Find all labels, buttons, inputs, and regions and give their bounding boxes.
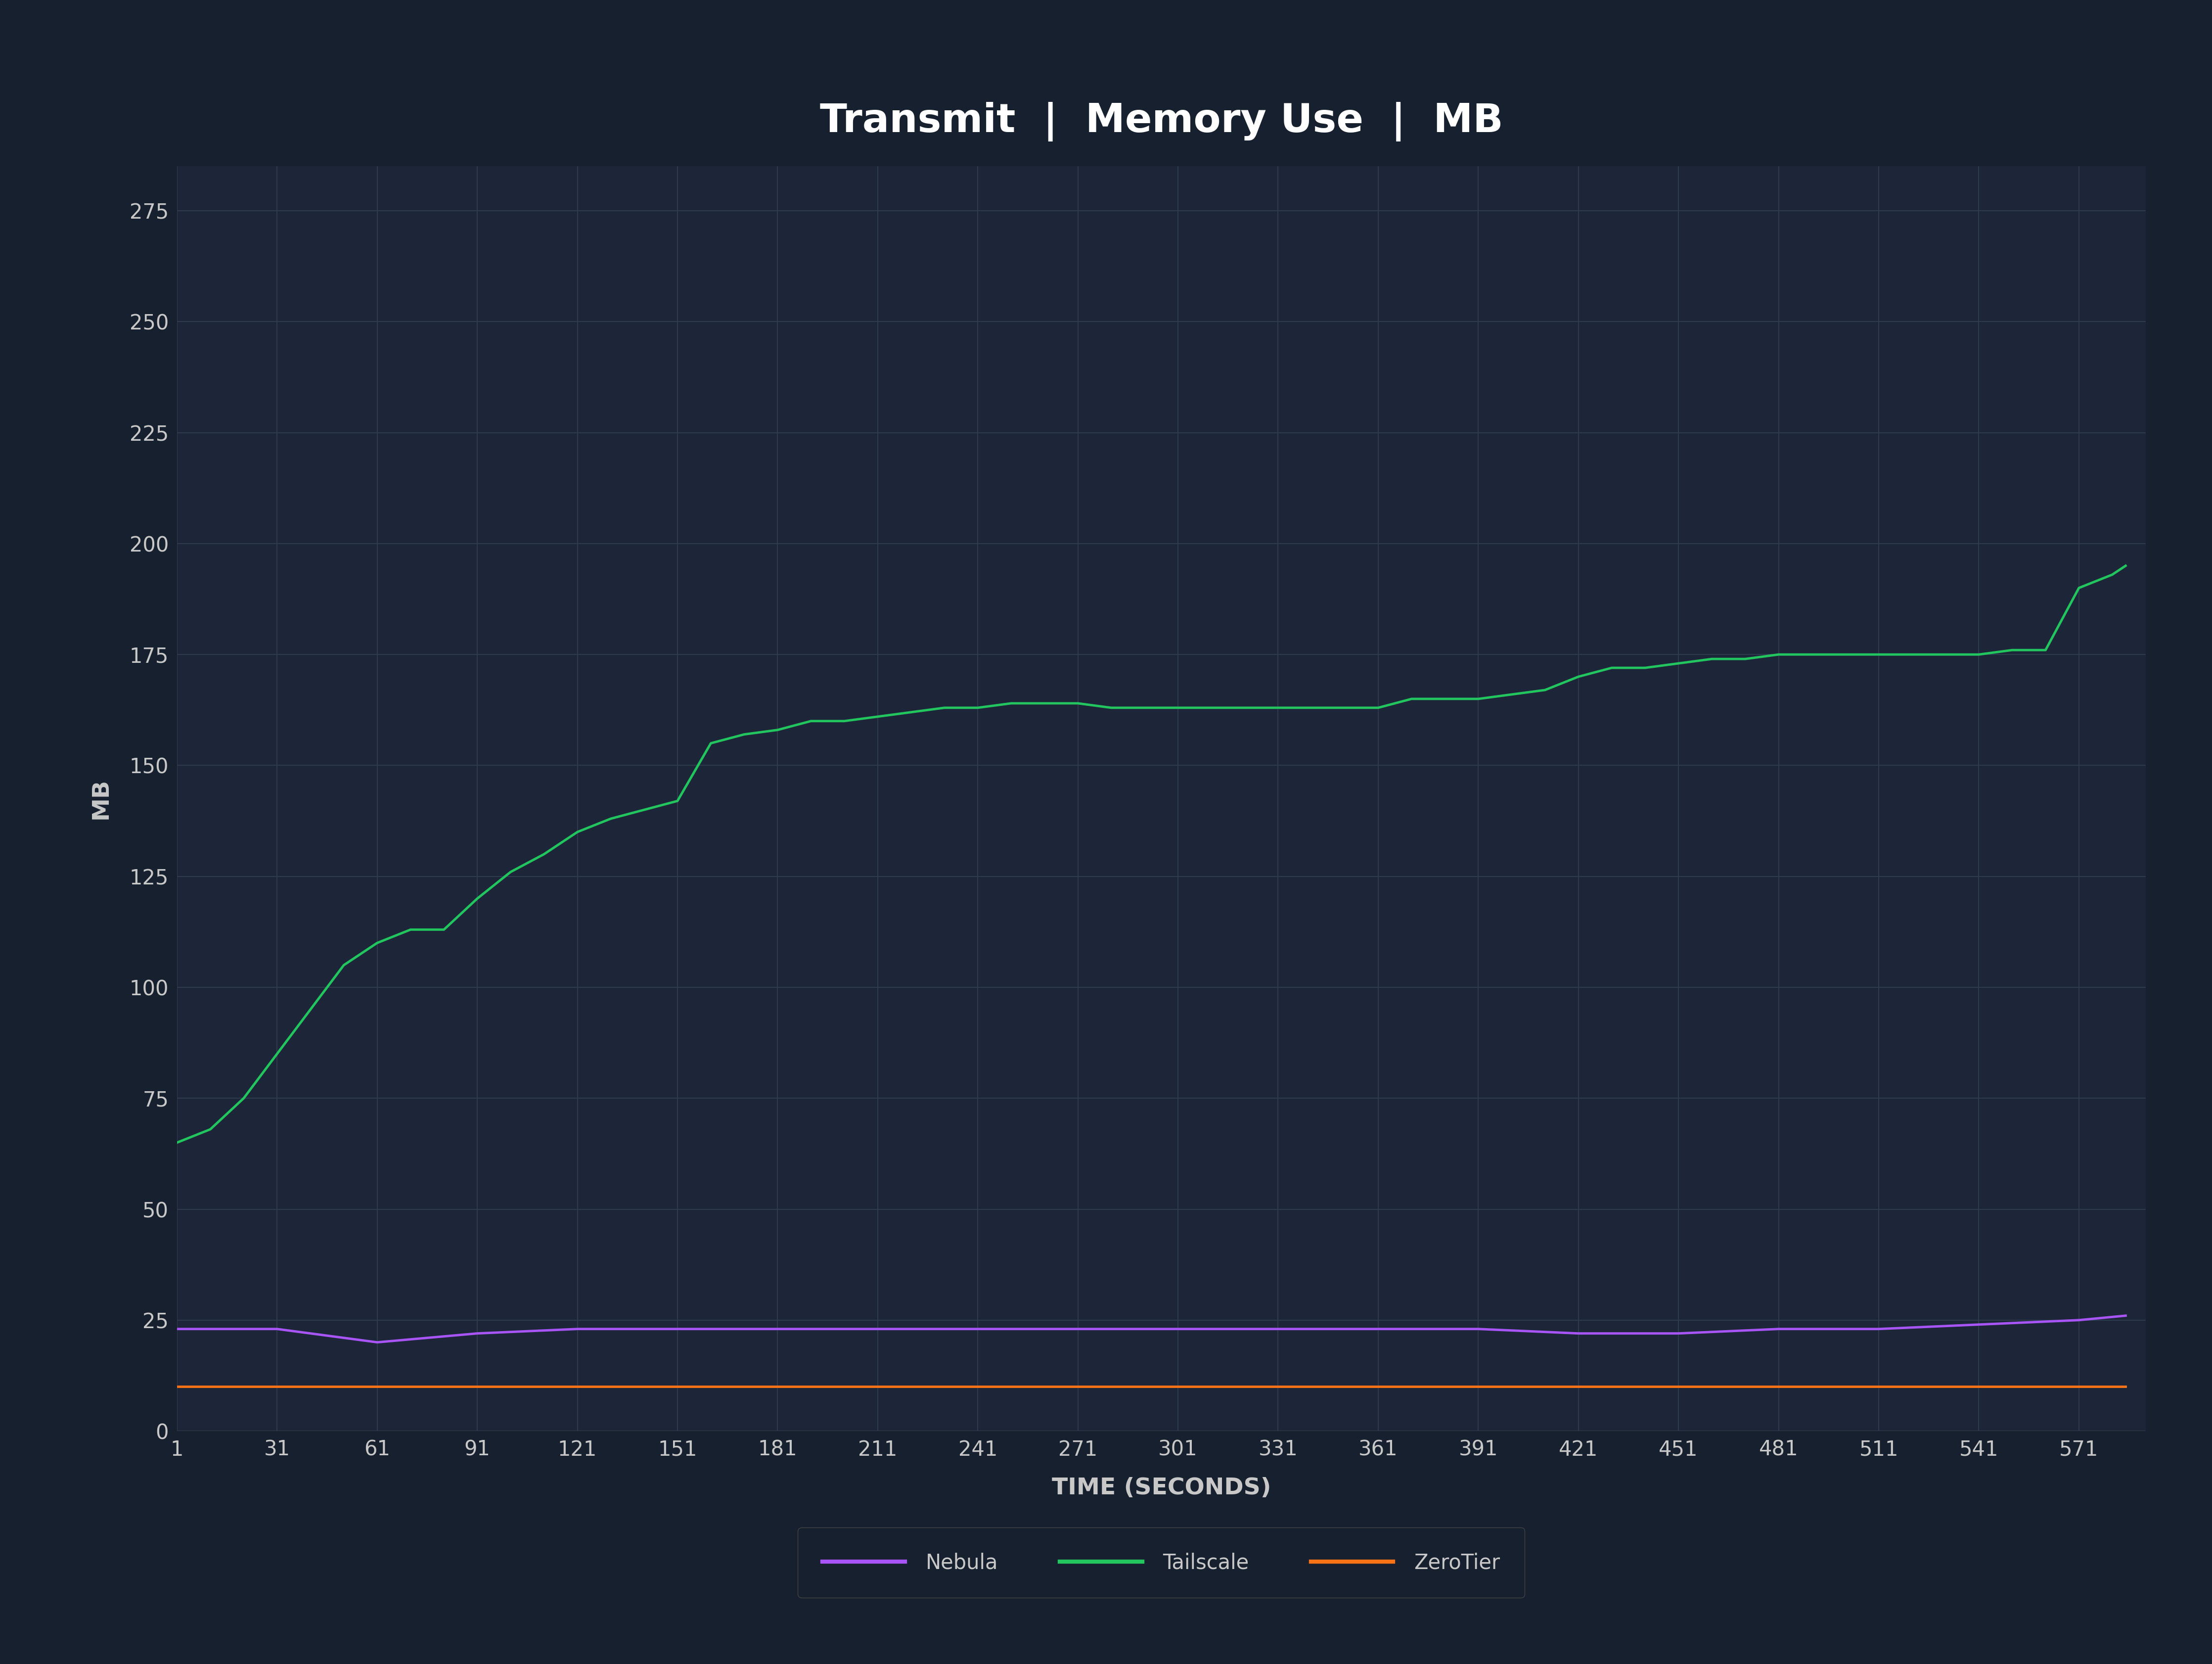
Tailscale [832,711,858,730]
X-axis label: TIME (SECONDS): TIME (SECONDS) [1051,1478,1272,1499]
ZeroTier [1566,1376,1593,1396]
Nebula [765,1320,792,1340]
Nebula [1966,1315,1993,1335]
Nebula [1166,1320,1192,1340]
ZeroTier [1265,1376,1292,1396]
Tailscale [498,862,524,882]
Nebula [164,1320,190,1340]
Nebula [365,1333,392,1353]
Tailscale [664,790,690,810]
ZeroTier [564,1376,591,1396]
Line: Nebula: Nebula [177,1316,2126,1343]
ZeroTier [1166,1376,1192,1396]
Nebula [465,1323,491,1343]
ZeroTier [2112,1376,2139,1396]
ZeroTier [1765,1376,1792,1396]
ZeroTier [1865,1376,1891,1396]
Nebula [1566,1323,1593,1343]
Nebula [664,1320,690,1340]
ZeroTier [765,1376,792,1396]
ZeroTier [1365,1376,1391,1396]
Tailscale [1398,689,1425,709]
ZeroTier [365,1376,392,1396]
ZeroTier [1464,1376,1491,1396]
ZeroTier [1064,1376,1091,1396]
ZeroTier [865,1376,891,1396]
Tailscale [730,724,757,744]
Nebula [865,1320,891,1340]
Nebula [2112,1306,2139,1326]
Nebula [1265,1320,1292,1340]
ZeroTier [664,1376,690,1396]
Nebula [1365,1320,1391,1340]
Nebula [1865,1320,1891,1340]
ZeroTier [465,1376,491,1396]
Nebula [1464,1320,1491,1340]
Nebula [564,1320,591,1340]
Tailscale [2112,556,2139,576]
Title: Transmit  |  Memory Use  |  MB: Transmit | Memory Use | MB [821,102,1502,141]
ZeroTier [263,1376,290,1396]
Tailscale [799,711,825,730]
ZeroTier [1966,1376,1993,1396]
ZeroTier [1666,1376,1692,1396]
Line: Tailscale: Tailscale [177,566,2126,1143]
Y-axis label: MB: MB [91,779,113,819]
Nebula [1666,1323,1692,1343]
Nebula [263,1320,290,1340]
Legend: Nebula, Tailscale, ZeroTier: Nebula, Tailscale, ZeroTier [799,1528,1524,1597]
ZeroTier [964,1376,991,1396]
Nebula [2066,1310,2093,1330]
ZeroTier [164,1376,190,1396]
Nebula [964,1320,991,1340]
Nebula [1765,1320,1792,1340]
Nebula [1064,1320,1091,1340]
Tailscale [164,1133,190,1153]
ZeroTier [2066,1376,2093,1396]
